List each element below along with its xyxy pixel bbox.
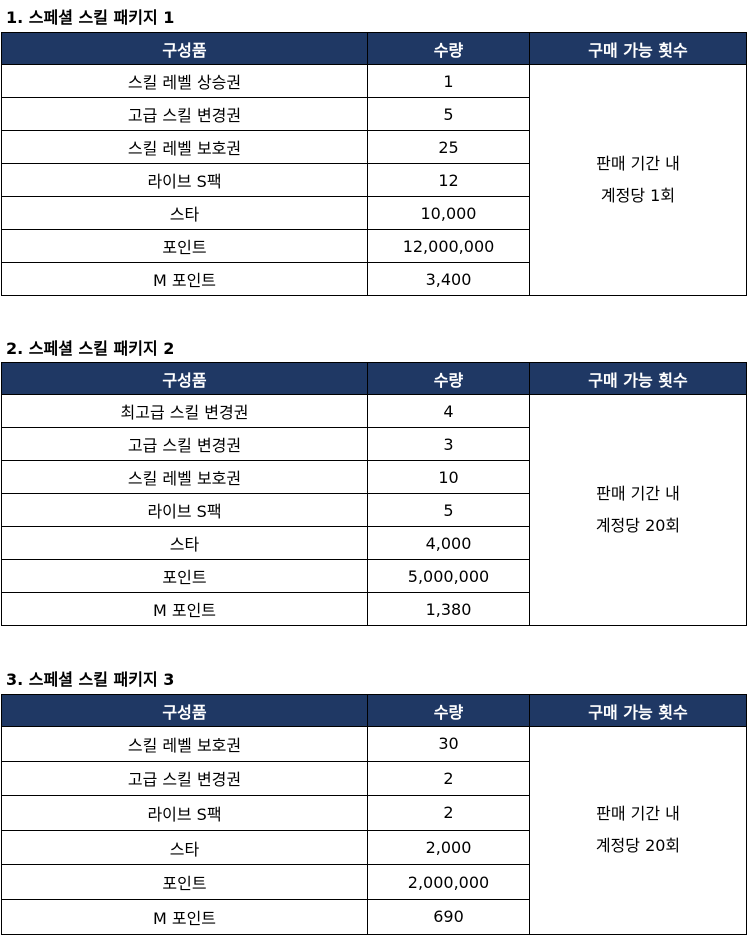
table-row: 포인트 2,000,000	[1, 864, 747, 900]
table-row: 스킬 레벨 보호권 30 판매 기간 내 계정당 20회	[1, 726, 747, 935]
column-header-quantity: 수량	[367, 694, 530, 727]
table-row: 라이브 S팩 2	[1, 795, 747, 831]
table-row: 고급 스킬 변경권 2	[1, 760, 747, 797]
item-name: 스킬 레벨 보호권	[1, 130, 368, 164]
package-table: 구성품 수량 구매 가능 횟수 스킬 레벨 보호권 30 판매 기간 내 계정당 20회 고급…	[1, 694, 747, 935]
item-name: 최고급 스킬 변경권	[1, 394, 368, 428]
column-header-purchase-limit: 구매 가능 횟수	[529, 32, 747, 65]
item-quantity: 3	[367, 427, 530, 461]
table-row: M 포인트 690	[1, 898, 747, 935]
item-name: 라이브 S팩	[1, 493, 368, 527]
table-row: 스타 2,000	[1, 829, 747, 866]
header-row: 구성품 수량 구매 가능 횟수	[1, 32, 747, 65]
item-quantity: 690	[367, 898, 530, 935]
item-name: 포인트	[1, 229, 368, 263]
item-name: 고급 스킬 변경권	[1, 97, 368, 131]
item-quantity: 12	[367, 163, 530, 197]
item-quantity: 1	[367, 64, 530, 98]
table-row: 스킬 레벨 보호권 25	[1, 130, 747, 164]
purchase-limit-line1: 판매 기간 내	[596, 484, 680, 503]
item-name: 고급 스킬 변경권	[1, 760, 368, 797]
item-name: 고급 스킬 변경권	[1, 427, 368, 461]
item-quantity: 30	[367, 726, 530, 762]
header-row: 구성품 수량 구매 가능 횟수	[1, 694, 747, 727]
purchase-limit-line1: 판매 기간 내	[596, 154, 680, 173]
item-quantity: 5	[367, 97, 530, 131]
item-quantity: 4	[367, 394, 530, 428]
column-header-quantity: 수량	[367, 362, 530, 395]
item-name: M 포인트	[1, 262, 368, 296]
item-name: M 포인트	[1, 592, 368, 626]
item-quantity: 10,000	[367, 196, 530, 230]
item-quantity: 25	[367, 130, 530, 164]
item-quantity: 1,380	[367, 592, 530, 626]
item-name: 스킬 레벨 상승권	[1, 64, 368, 98]
table-row: 라이브 S팩 12	[1, 163, 747, 197]
item-quantity: 10	[367, 460, 530, 494]
item-name: 스킬 레벨 보호권	[1, 460, 368, 494]
column-header-purchase-limit: 구매 가능 횟수	[529, 362, 747, 395]
item-name: 포인트	[1, 559, 368, 593]
purchase-limit-line2: 계정당 1회	[600, 186, 676, 205]
package-table: 구성품 수량 구매 가능 횟수 최고급 스킬 변경권 4 판매 기간 내 계정당 20회 고급…	[1, 362, 747, 626]
item-quantity: 3,400	[367, 262, 530, 296]
column-header-item: 구성품	[1, 362, 368, 395]
package-table: 구성품 수량 구매 가능 횟수 스킬 레벨 상승권 1 판매 기간 내 계정당 1회 고급 스…	[1, 32, 747, 296]
item-quantity: 4,000	[367, 526, 530, 560]
column-header-purchase-limit: 구매 가능 횟수	[529, 694, 747, 727]
table-row: 고급 스킬 변경권 3	[1, 427, 747, 461]
item-name: M 포인트	[1, 898, 368, 935]
item-quantity: 2	[367, 760, 530, 797]
table-row: 고급 스킬 변경권 5	[1, 97, 747, 131]
item-name: 라이브 S팩	[1, 795, 368, 831]
table-row: M 포인트 1,380	[1, 592, 747, 626]
table-row: 최고급 스킬 변경권 4 판매 기간 내 계정당 20회	[1, 394, 747, 626]
item-quantity: 2,000,000	[367, 864, 530, 900]
item-name: 스타	[1, 526, 368, 560]
table-row: 스킬 레벨 상승권 1 판매 기간 내 계정당 1회	[1, 64, 747, 296]
item-name: 라이브 S팩	[1, 163, 368, 197]
section-title: 3. 스페셜 스킬 패키지 3	[6, 670, 175, 689]
column-header-quantity: 수량	[367, 32, 530, 65]
item-name: 포인트	[1, 864, 368, 900]
section-title: 2. 스페셜 스킬 패키지 2	[6, 339, 175, 358]
table-row: 라이브 S팩 5	[1, 493, 747, 527]
item-name: 스타	[1, 196, 368, 230]
item-quantity: 12,000,000	[367, 229, 530, 263]
section-title: 1. 스페셜 스킬 패키지 1	[6, 8, 175, 27]
item-quantity: 5	[367, 493, 530, 527]
purchase-limit-line2: 계정당 20회	[595, 836, 681, 856]
column-header-item: 구성품	[1, 694, 368, 727]
item-name: 스타	[1, 829, 368, 866]
item-name: 스킬 레벨 보호권	[1, 726, 368, 762]
table-row: 스타 10,000	[1, 196, 747, 230]
column-header-item: 구성품	[1, 32, 368, 65]
header-row: 구성품 수량 구매 가능 횟수	[1, 362, 747, 395]
item-quantity: 2	[367, 795, 530, 831]
item-quantity: 5,000,000	[367, 559, 530, 593]
purchase-limit-line2: 계정당 20회	[595, 516, 681, 535]
table-row: M 포인트 3,400	[1, 262, 747, 296]
item-quantity: 2,000	[367, 829, 530, 866]
table-row: 포인트 12,000,000	[1, 229, 747, 263]
purchase-limit-line1: 판매 기간 내	[596, 804, 680, 824]
